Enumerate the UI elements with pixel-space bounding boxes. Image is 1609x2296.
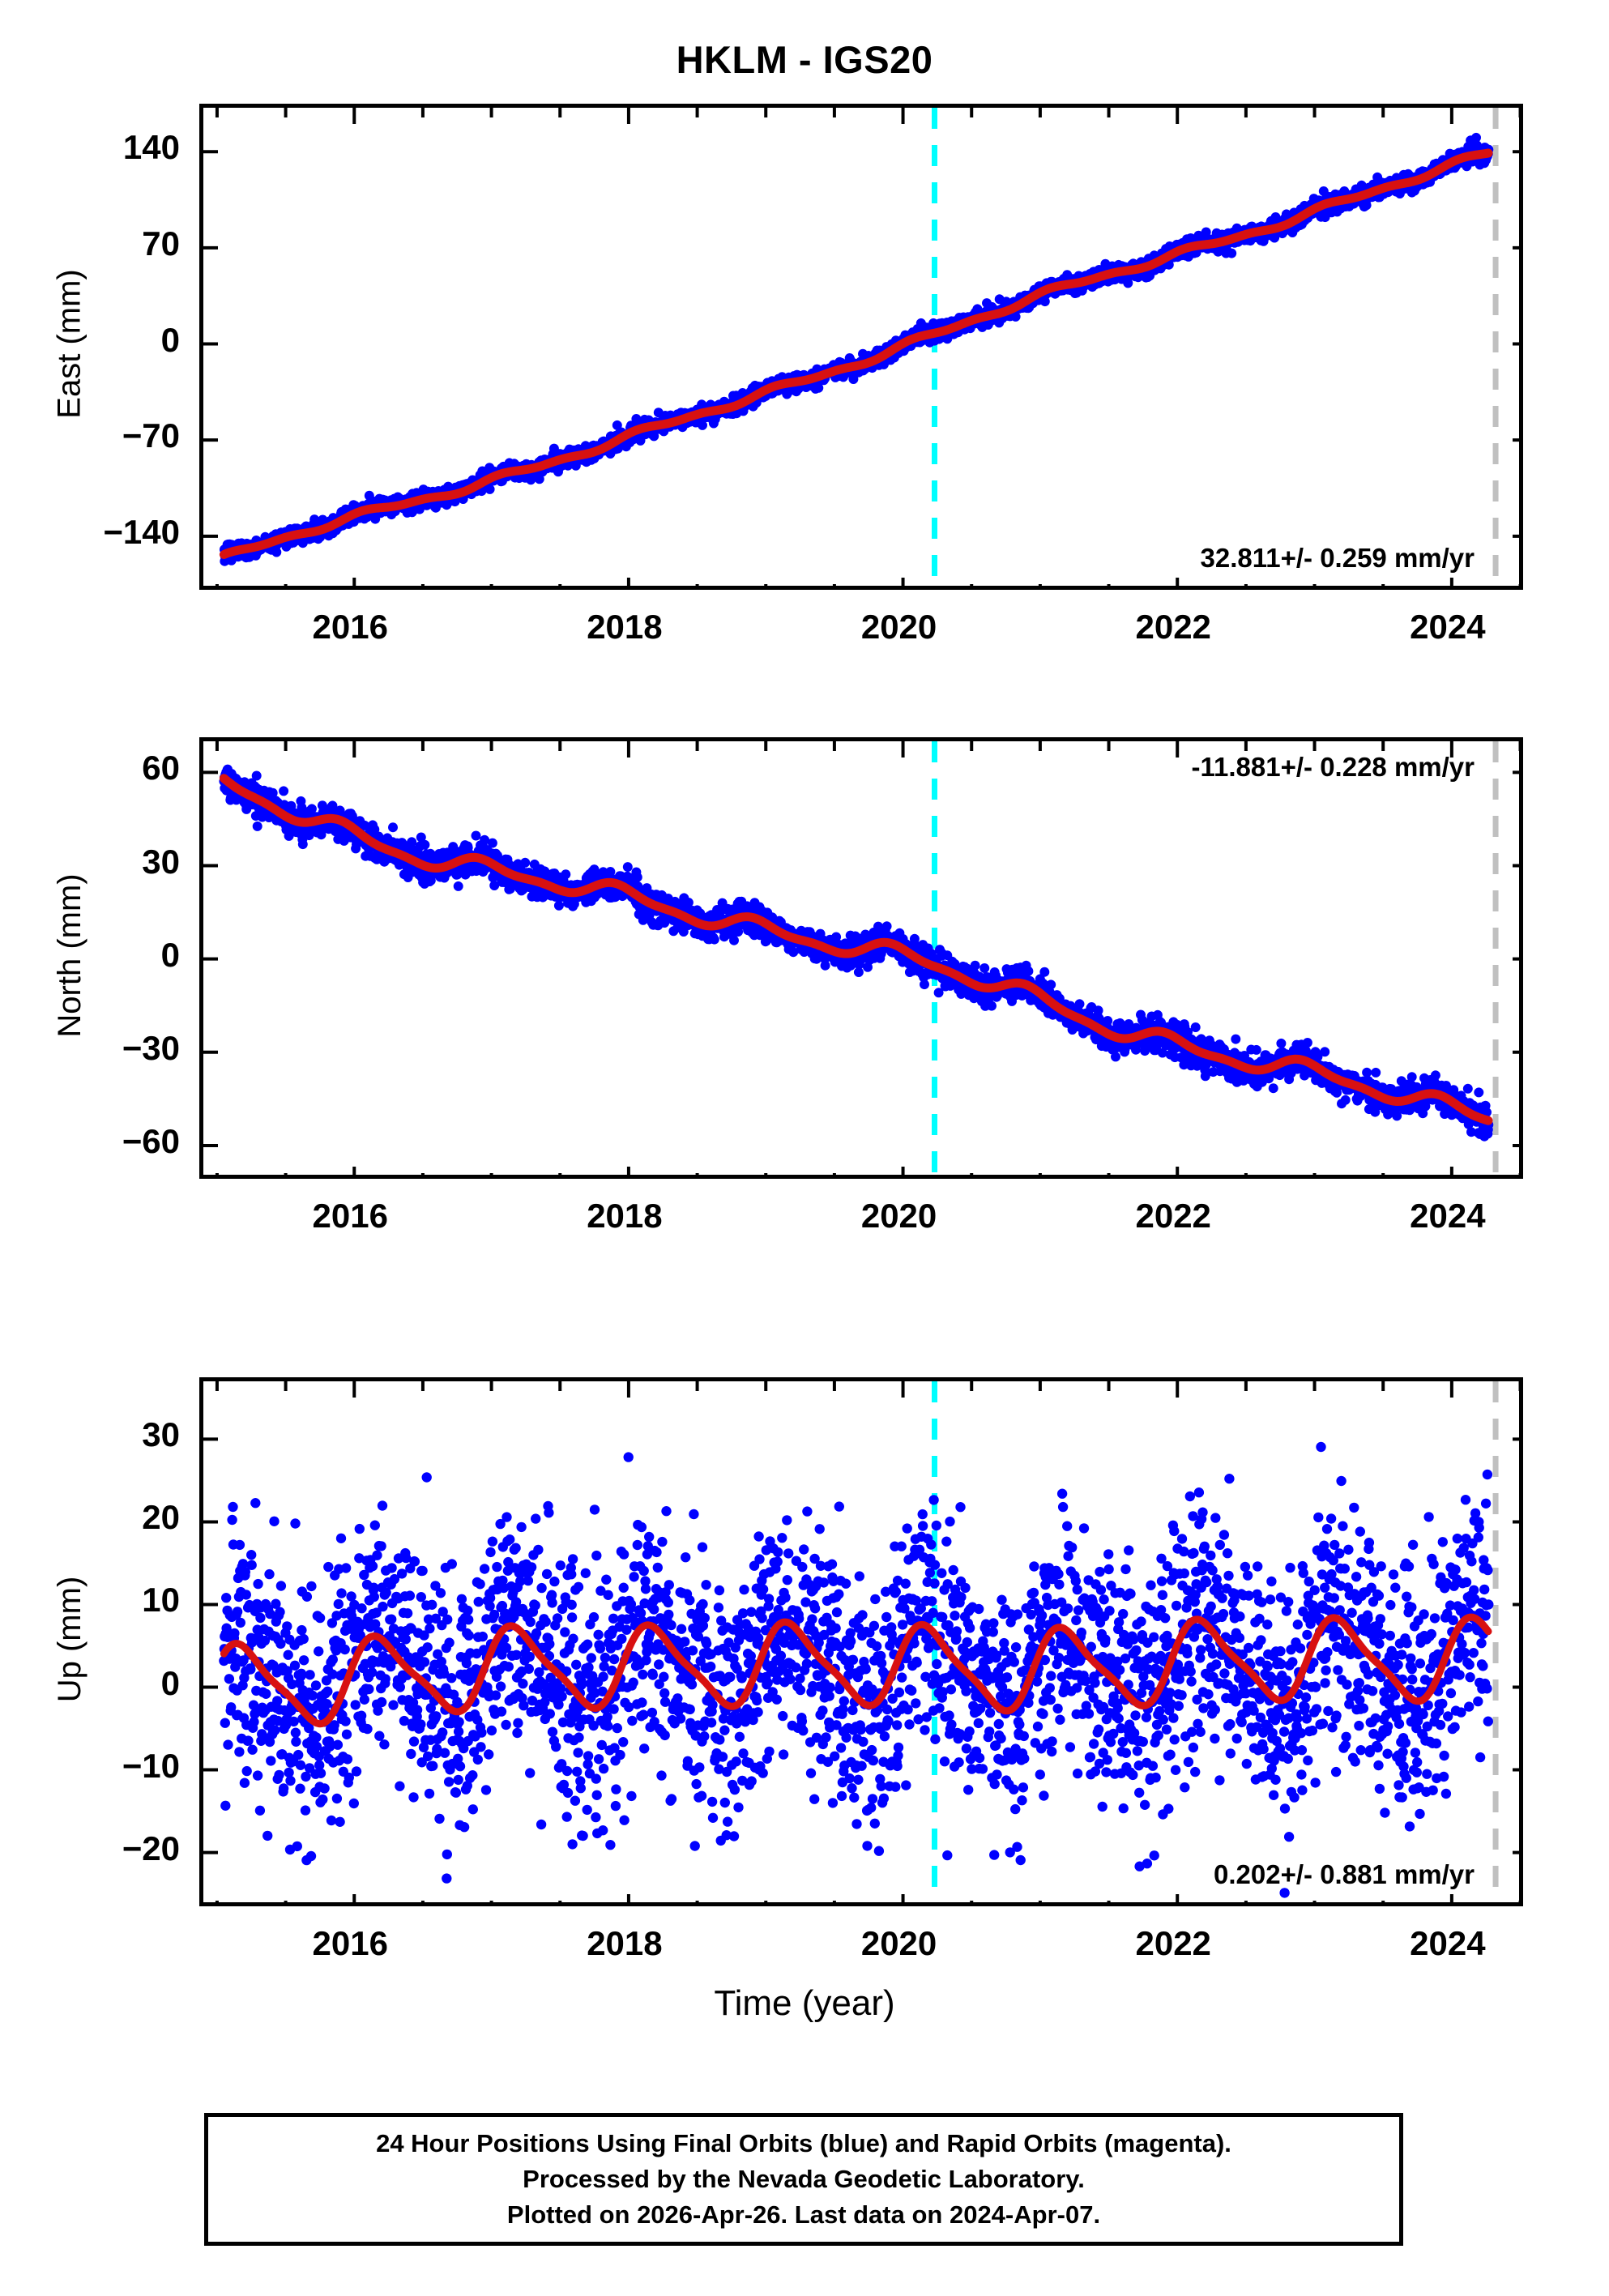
x-tick-label-north: 2020 xyxy=(860,1197,937,1235)
x-tick-label-up: 2016 xyxy=(312,1924,388,1962)
y-tick-label-east: 0 xyxy=(160,320,180,359)
x-tick-label-north: 2018 xyxy=(587,1197,663,1235)
timeseries-svg-north xyxy=(203,741,1519,1175)
x-tick-label-east: 2020 xyxy=(860,608,937,646)
y-tick-label-up: −20 xyxy=(122,1829,180,1867)
x-tick-label-up: 2024 xyxy=(1410,1924,1486,1962)
x-tick-label-north: 2024 xyxy=(1410,1197,1486,1235)
data-points-up xyxy=(219,1441,1494,1898)
x-tick-label-north: 2016 xyxy=(312,1197,388,1235)
y-tick-label-up: −10 xyxy=(122,1746,180,1785)
plot-canvas-up xyxy=(203,1381,1519,1902)
model-curve-east xyxy=(219,148,1493,559)
axis-label-time: Time (year) xyxy=(714,1983,895,2023)
x-tick-label-north: 2022 xyxy=(1135,1197,1211,1235)
plot-area-north[interactable] xyxy=(199,737,1523,1179)
y-tick-label-north: 0 xyxy=(160,935,180,974)
caption-line-3: Plotted on 2026-Apr-26. Last data on 202… xyxy=(506,2200,1101,2229)
x-tick-label-east: 2018 xyxy=(587,608,663,646)
plot-area-east[interactable] xyxy=(199,104,1523,590)
x-tick-label-up: 2022 xyxy=(1135,1924,1211,1962)
plot-area-up[interactable] xyxy=(199,1377,1523,1906)
y-tick-label-up: 30 xyxy=(142,1415,180,1454)
y-tick-label-east: −70 xyxy=(122,416,180,455)
x-tick-label-east: 2016 xyxy=(312,608,388,646)
timeseries-svg-east xyxy=(203,108,1519,586)
plot-canvas-north xyxy=(203,741,1519,1175)
rate-annotation-east: 32.811+/- 0.259 mm/yr xyxy=(1200,543,1475,573)
y-tick-label-up: 0 xyxy=(160,1663,180,1702)
y-tick-label-east: 70 xyxy=(142,224,180,262)
plot-canvas-east xyxy=(203,108,1519,586)
x-tick-label-up: 2020 xyxy=(860,1924,937,1962)
x-tick-label-east: 2022 xyxy=(1135,608,1211,646)
y-tick-label-up: 10 xyxy=(142,1581,180,1620)
caption-box: 24 Hour Positions Using Final Orbits (bl… xyxy=(204,2113,1403,2246)
model-curve-up xyxy=(220,1613,1492,1728)
caption-line-2: Processed by the Nevada Geodetic Laborat… xyxy=(523,2164,1085,2193)
x-tick-label-east: 2024 xyxy=(1410,608,1486,646)
y-tick-label-north: −30 xyxy=(122,1028,180,1067)
x-tick-label-up: 2018 xyxy=(587,1924,663,1962)
y-tick-label-up: 20 xyxy=(142,1498,180,1537)
page-title: HKLM - IGS20 xyxy=(676,38,933,81)
y-tick-label-north: 60 xyxy=(142,749,180,787)
y-tick-label-north: 30 xyxy=(142,842,180,881)
model-curve-north xyxy=(219,774,1493,1125)
y-tick-label-north: −60 xyxy=(122,1121,180,1160)
y-tick-label-east: −140 xyxy=(103,512,180,551)
rate-annotation-up: 0.202+/- 0.881 mm/yr xyxy=(1214,1859,1475,1889)
timeseries-svg-up xyxy=(203,1381,1519,1902)
y-tick-label-east: 140 xyxy=(122,128,180,167)
data-points-east xyxy=(219,132,1494,566)
caption-line-1: 24 Hour Positions Using Final Orbits (bl… xyxy=(376,2128,1231,2157)
rate-annotation-north: -11.881+/- 0.228 mm/yr xyxy=(1191,752,1475,782)
